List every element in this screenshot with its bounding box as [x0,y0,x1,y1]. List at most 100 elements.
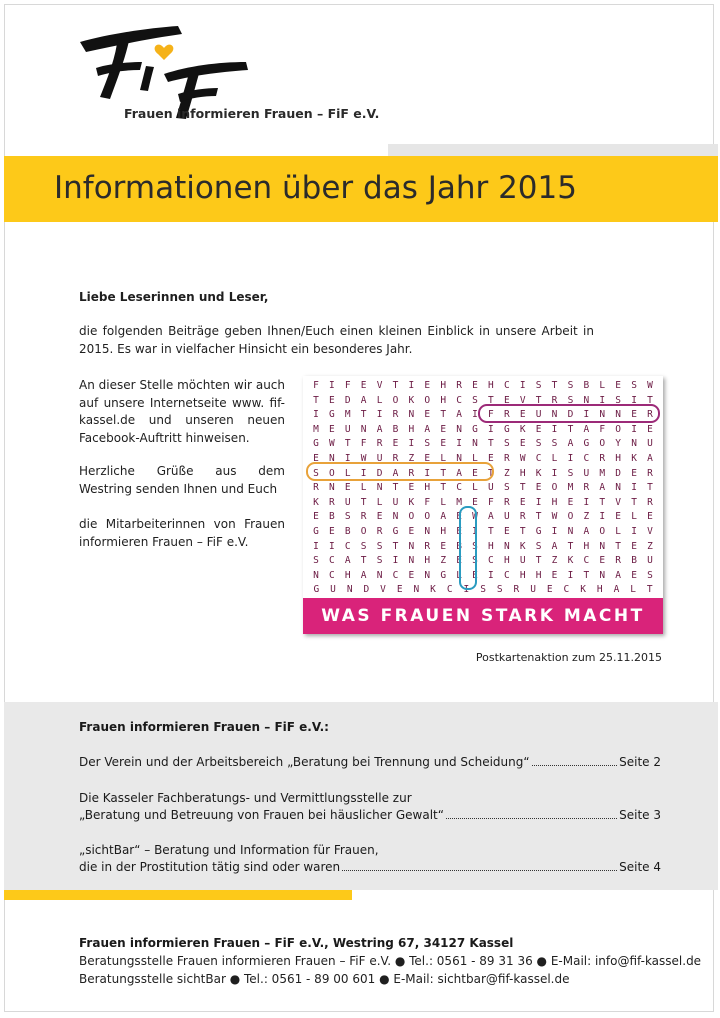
wordsearch-letter: L [376,394,383,406]
wordsearch-letter: S [535,438,542,450]
wordsearch-letter: E [424,409,431,421]
wordsearch-letter: L [551,453,558,464]
fif-logo-mark [80,26,248,119]
wordsearch-letter: U [376,453,383,464]
wordsearch-letter: W [328,438,335,450]
wordsearch-letter: T [583,569,590,581]
entry-text: „Beratung und Betreuung von Frauen bei h… [79,808,444,822]
wordsearch-letter: T [519,482,526,494]
wordsearch-letter: M [599,467,606,479]
wordsearch-letter: F [424,496,431,508]
highlight-vertical-word [459,506,477,590]
wordsearch-letter: H [440,394,447,406]
wordsearch-letter: I [567,569,574,581]
wordsearch-letter: S [615,394,622,406]
wordsearch-letter: I [488,423,494,435]
wordsearch-letter: Z [551,555,558,567]
wordsearch-letter: E [535,423,542,435]
wordsearch-letter: T [360,409,367,421]
wordsearch-letter: E [376,511,383,523]
wordsearch-letter: A [583,423,590,435]
wordsearch-letter: G [535,526,542,537]
wordsearch-letter: V [647,526,653,537]
wordsearch-letter: A [613,584,620,596]
wordsearch-letter: N [392,511,399,523]
wordsearch-letter: A [344,555,351,567]
wordsearch-letter: N [631,438,637,450]
wordsearch-letter: E [396,584,403,596]
banner-text: WAS FRAUEN STARK MACHT [321,606,645,626]
wordsearch-letter: R [551,394,558,406]
wordsearch-letter: L [599,380,606,391]
wordsearch-letter: A [392,467,399,479]
footer-line-sichtbar: Beratungsstelle sichtBar ● Tel.: 0561 - … [79,972,570,986]
wordsearch-letter: W [551,511,558,523]
wordsearch-letter: E [503,526,510,537]
wordsearch-letter: C [583,555,590,567]
wordsearch-letter: C [446,584,453,596]
wordsearch-letter: A [567,438,574,450]
wordsearch-letter: C [503,380,510,391]
wordsearch-letter: E [328,394,335,406]
wordsearch-letter: R [503,409,510,421]
wordsearch-letter: C [488,555,494,567]
wordsearch-letter: H [583,540,590,552]
wordsearch-letter: A [456,467,462,479]
wordsearch-letter: D [376,467,383,479]
wordsearch-letter: E [328,526,335,537]
wordsearch-letter: E [567,496,574,508]
fif-logo: Frauen informieren Frauen – FiF e.V. [78,22,380,132]
wordsearch-letter: G [472,423,478,435]
wordsearch-letter: N [567,526,574,537]
entry-text: die in der Prostitution tätig sind oder … [79,860,341,874]
wordsearch-letter: N [503,540,510,552]
contents-entry: „sichtBar“ – Beratung und Information fü… [79,842,661,876]
wordsearch-letter: I [599,511,606,523]
wordsearch-letter: E [546,584,553,596]
wordsearch-letter: H [408,423,415,435]
wordsearch-letter: A [647,453,653,464]
wordsearch-letter: Z [503,467,510,479]
wordsearch-letter: N [456,423,462,435]
wordsearch-letter: C [503,569,510,581]
org-name: Frauen informieren Frauen – FiF e.V. [124,106,380,121]
wordsearch-letter: I [360,467,367,479]
wordsearch-letter: M [567,482,574,494]
wordsearch-letter: S [424,438,431,450]
wordsearch-letter: K [408,394,415,406]
wordsearch-letter: E [519,409,526,421]
wordsearch-letter: N [328,453,335,464]
wordsearch-letter: H [488,380,494,391]
wordsearch-letter: R [519,511,526,523]
wordsearch-letter: A [599,482,606,494]
wordsearch-letter: S [503,438,510,450]
title-band: Informationen über das Jahr 2015 [4,156,718,222]
wordsearch-letter: H [488,540,494,552]
wordsearch-letter: R [424,540,431,552]
wordsearch-letter: L [440,496,447,508]
wordsearch-letter: K [408,496,415,508]
wordsearch-letter: I [376,409,383,421]
wordsearch-letter: E [328,423,335,435]
wordsearch-letter: R [408,467,415,479]
wordsearch-letter: E [488,453,494,464]
wordsearch-letter: S [344,511,351,523]
wordsearch-letter: F [344,380,351,391]
wordsearch-letter: F [313,380,319,391]
wordsearch-letter: S [535,380,542,391]
wordsearch-letter: B [344,526,351,537]
wordsearch-letter: R [503,496,510,508]
wordsearch-highlights [306,404,660,590]
wordsearch-letter: O [392,394,399,406]
wordsearch-letter: V [376,380,383,391]
wordsearch-letter: N [599,540,606,552]
wordsearch-letter: L [344,467,351,479]
wordsearch-letter: I [599,394,606,406]
wordsearch-letter: G [313,584,320,596]
wordsearch-letter: D [615,467,622,479]
wordsearch-letter: I [313,540,319,552]
wordsearch-letter: E [535,482,542,494]
wordsearch-letter: I [567,453,574,464]
